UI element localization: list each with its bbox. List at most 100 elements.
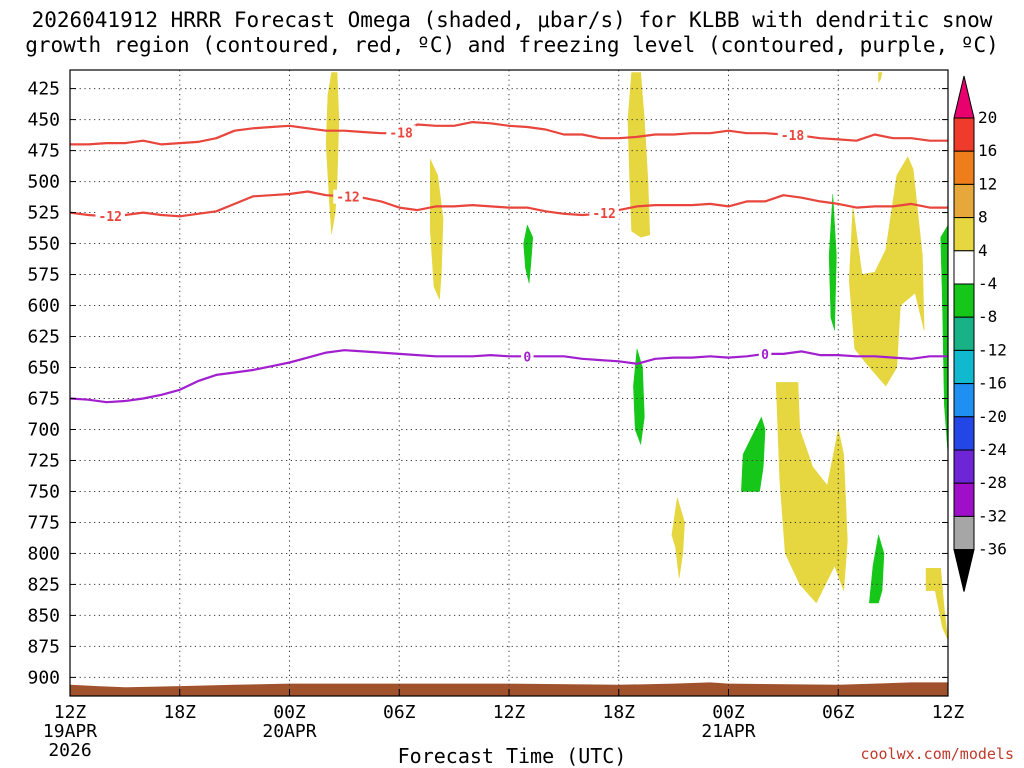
y-tick-label-500: 500 [27,172,60,193]
y-tick-label-625: 625 [27,327,60,348]
colorbar-tick-9: -20 [978,407,1007,426]
x-tick-year-0: 2026 [48,740,91,761]
colorbar-tick-0: 20 [978,108,997,127]
y-tick-label-575: 575 [27,265,60,286]
omega-yellow-2 [430,159,444,300]
x-tick-label-6: 00Z [712,702,745,723]
y-tick-label-825: 825 [27,574,60,595]
colorbar-tick-6: -8 [978,307,997,326]
contour-label-bg--18-0 [386,125,416,140]
contour-label--12-0: -12 [98,210,121,225]
y-tick-label-850: 850 [27,605,60,626]
y-axis-ticks: 425 450 475 500 525 550 575 600 625 650 675 700 725 7… [27,79,948,688]
omega-green-5 [869,534,885,604]
omega-yellow-1 [325,72,340,234]
omega-yellow-4 [671,497,685,579]
colorbar-cell-2 [953,183,975,219]
y-tick-label-700: 700 [27,419,60,440]
omega-shading [325,72,948,641]
omega-yellow-5 [775,382,848,604]
colorbar-cell-9 [953,416,975,451]
y-tick-label-750: 750 [27,481,60,502]
colorbar-tick-3: 8 [978,208,988,227]
x-axis-label: Forecast Time (UTC) [397,744,627,768]
omega-yellow-3 [627,72,651,238]
contour--12 [70,190,948,218]
y-tick-label-600: 600 [27,296,60,317]
x-tick-label-3: 06Z [383,702,416,723]
contour-label--12-1: -12 [336,191,359,206]
colorbar-cell-7 [953,349,975,385]
contour-label-0-0: 0 [523,350,531,365]
x-tick-label-1: 18Z [163,702,196,723]
colorbar-cell-6 [953,316,975,351]
contour-label-bg--18-1 [777,128,808,143]
y-tick-label-525: 525 [27,203,60,224]
contour-label-bg-0-0 [521,349,534,364]
colorbar-tick-5: -4 [978,274,997,293]
y-tick-label-800: 800 [27,543,60,564]
colorbar-cell-5 [953,283,975,318]
colorbar-tick-12: -32 [978,506,1007,525]
colorbar-tick-2: 12 [978,174,997,193]
colorbar-tick-10: -24 [978,440,1007,459]
x-tick-date-2: 20APR [262,721,316,742]
colorbar-tick-11: -28 [978,473,1007,492]
grid [70,70,948,696]
y-tick-label-675: 675 [27,388,60,409]
colorbar-cell-8 [953,383,975,418]
colorbar-top-arrow [953,75,975,119]
omega-green-1 [523,224,534,284]
colorbar-cell-4 [953,250,975,285]
y-tick-label-475: 475 [27,141,60,162]
contour-label--18-0: -18 [389,126,413,141]
x-tick-label-8: 12Z [932,702,965,723]
y-tick-label-775: 775 [27,512,60,533]
y-tick-label-550: 550 [27,234,60,255]
contour-label--18-1: -18 [781,129,805,144]
colorbar-cell-10 [953,449,975,484]
omega-green-6 [940,224,948,455]
x-tick-label-7: 06Z [822,702,855,723]
contour-label-bg--12-2 [589,206,619,221]
colorbar-cell-3 [953,217,975,252]
colorbar-cell-11 [953,482,975,517]
credit-link[interactable]: coolwx.com/models [860,745,1014,763]
omega-yellow-7 [925,568,948,641]
y-tick-label-650: 650 [27,358,60,379]
contour-label-bg-0-1 [758,346,772,361]
y-tick-label-450: 450 [27,110,60,131]
x-tick-label-2: 00Z [273,702,306,723]
contour-0 [70,349,948,404]
x-tick-label-4: 12Z [493,702,526,723]
omega-green-2 [633,348,645,445]
y-tick-label-900: 900 [27,667,60,688]
contour-label-0-1: 0 [761,348,769,363]
y-tick-label-725: 725 [27,450,60,471]
contour-lines: -18 -18 -12 -12 -12 0 0 [70,121,948,404]
colorbar-tick-7: -12 [978,340,1007,359]
x-tick-label-5: 18Z [602,702,635,723]
omega-yellow-6 [848,156,925,387]
x-tick-label-0: 12Z [54,702,87,723]
x-tick-date-6: 21APR [701,721,755,742]
colorbar: 20 16 12 8 4 -4 -8 -12 -16 -20 -24 -28 -32 -36 [953,75,1007,592]
colorbar-bottom-arrow [953,549,975,592]
x-tick-date-0: 19APR [43,721,97,742]
contour-label-bg--12-1 [333,189,363,204]
omega-green-3 [741,416,766,492]
colorbar-tick-8: -16 [978,374,1007,393]
colorbar-cell-1 [953,150,975,185]
omega-yellow-8 [878,72,883,84]
y-tick-label-875: 875 [27,636,60,657]
colorbar-tick-13: -36 [978,540,1007,559]
contour-label--12-2: -12 [592,207,615,222]
y-tick-label-425: 425 [27,79,60,100]
omega-green-4 [828,193,837,331]
colorbar-tick-1: 16 [978,141,997,160]
colorbar-cell-12 [953,515,975,551]
colorbar-tick-4: 4 [978,241,988,260]
chart-title: 2026041912 HRRR Forecast Omega (shaded, … [25,8,999,57]
